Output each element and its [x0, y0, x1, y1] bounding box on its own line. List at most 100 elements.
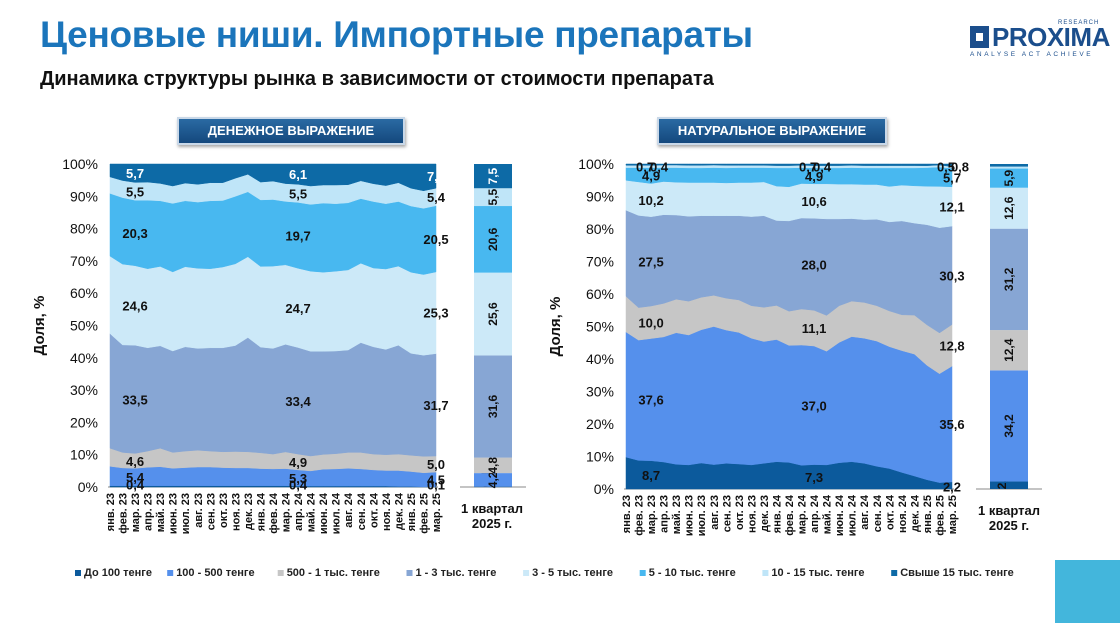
x-tick-label: ноя. 23: [746, 495, 758, 533]
quarter-bar-segment: [474, 457, 512, 474]
data-label: 5,0: [427, 457, 445, 472]
x-tick-label: мар. 23: [646, 495, 658, 534]
unit-terms-button[interactable]: НАТУРАЛЬНОЕ ВЫРАЖЕНИЕ: [657, 117, 887, 145]
x-tick-label: фев. 23: [634, 495, 646, 536]
x-tick-label: июл. 23: [696, 495, 708, 536]
x-tick-label: окт. 23: [218, 493, 230, 528]
y-tick-label: 60%: [70, 285, 98, 301]
data-label: 0,4: [650, 160, 669, 175]
y-tick-label: 10%: [586, 449, 614, 465]
legend-label: 5 - 10 тыс. тенге: [649, 567, 736, 579]
data-label: 8,7: [642, 468, 660, 483]
x-tick-label: дек. 24: [909, 494, 921, 532]
data-label: 0,7: [636, 160, 654, 175]
x-tick-label: окт. 24: [368, 492, 380, 528]
data-label: 33,5: [122, 392, 147, 407]
legend-label: Свыше 15 тыс. тенге: [900, 567, 1014, 579]
y-tick-label: 100%: [62, 156, 98, 172]
quarter-bar-segment: [474, 355, 512, 458]
y-tick-label: 10%: [70, 447, 98, 463]
quarter-bar-segment: [990, 481, 1028, 489]
data-label: 4,9: [805, 169, 823, 184]
legend-swatch: [406, 570, 413, 576]
quarter-category-label: 1 квартал: [978, 503, 1040, 518]
x-tick-label: май. 23: [155, 493, 167, 532]
data-label: 5,4: [427, 190, 446, 205]
data-label: 7,5: [427, 169, 445, 184]
y-tick-label: 0%: [594, 481, 614, 497]
x-tick-label: июл. 23: [180, 493, 192, 534]
data-label: 25,3: [423, 306, 448, 321]
data-label: 30,3: [939, 268, 964, 283]
legend-label: До 100 тенге: [84, 567, 152, 579]
x-tick-label: июл. 24: [331, 492, 343, 534]
y-tick-label: 90%: [70, 188, 98, 204]
quarter-bar-segment: [474, 486, 512, 488]
quarter-bar-segment: [474, 272, 512, 356]
chart-units: 0% 10% 20% 30% 40% 50% 60% 70% 80% 90% 100% Доля, %…: [547, 156, 1042, 536]
x-tick-label: фев. 23: [118, 493, 130, 534]
y-tick-label: 80%: [586, 221, 614, 237]
x-tick-label: июл. 24: [847, 494, 859, 536]
x-tick-label: мар. 25: [431, 493, 443, 532]
legend-label: 500 - 1 тыс. тенге: [287, 567, 380, 579]
x-tick-label: фев. 24: [268, 492, 280, 534]
x-tick-label: дек. 23: [243, 493, 255, 530]
data-label: 10,6: [801, 194, 826, 209]
data-label: 12,1: [939, 199, 964, 214]
data-label: 12,8: [939, 338, 964, 353]
data-label: 33,4: [285, 394, 311, 409]
data-label: 4,9: [289, 455, 307, 470]
data-label: 4,5: [427, 472, 445, 487]
y-tick-label: 50%: [586, 319, 614, 335]
x-tick-label: фев. 24: [784, 494, 796, 536]
x-tick-label: авг. 23: [193, 493, 205, 528]
logo-mark-icon: [970, 26, 989, 48]
x-tick-label: ноя. 24: [897, 494, 909, 533]
legend-label: 1 - 3 тыс. тенге: [416, 567, 497, 579]
logo-research: RESEARCH: [1058, 20, 1100, 26]
quarter-bar-segment: [990, 166, 1028, 169]
data-label: 20,5: [423, 232, 448, 247]
data-label: 20,3: [122, 226, 147, 241]
x-tick-label: мар. 25: [947, 495, 959, 534]
x-tick-label: май. 24: [822, 494, 834, 534]
page-subtitle: Динамика структуры рынка в зависимости о…: [40, 68, 714, 90]
data-label: 28,0: [801, 257, 826, 272]
y-tick-label: 50%: [70, 318, 98, 334]
quarter-category-label: 2025 г.: [472, 516, 512, 531]
x-tick-label: июн. 23: [168, 493, 180, 534]
data-label: 31,7: [423, 398, 448, 413]
y-tick-label: 70%: [586, 254, 614, 270]
legend-swatch: [891, 570, 898, 576]
money-terms-button[interactable]: ДЕНЕЖНОЕ ВЫРАЖЕНИЕ: [177, 117, 405, 145]
x-tick-label: янв. 25: [922, 495, 934, 533]
quarter-data-label: 25,6: [486, 302, 500, 326]
data-label: 4,6: [126, 454, 144, 469]
quarter-bar-segment: [474, 206, 512, 273]
legend-swatch: [75, 570, 81, 576]
y-tick-label: 40%: [70, 350, 98, 366]
decorative-square: [1055, 560, 1120, 623]
legend-swatch: [639, 570, 646, 576]
x-tick-label: сен. 24: [356, 492, 368, 530]
quarter-data-label: 7,5: [486, 167, 500, 184]
y-tick-label: 90%: [586, 189, 614, 205]
quarter-bar-segment: [990, 330, 1028, 371]
x-tick-label: май. 23: [671, 495, 683, 534]
data-label: 5,4: [126, 470, 145, 485]
legend-label: 10 - 15 тыс. тенге: [771, 567, 864, 579]
data-label: 10,0: [638, 315, 663, 330]
chart-money: 0% 10% 20% 30% 40% 50% 60% 70% 80% 90% 100% Доля, %…: [31, 156, 526, 534]
data-label: 0,1: [427, 477, 445, 492]
x-tick-label: дек. 24: [393, 492, 405, 530]
x-tick-label: ноя. 24: [381, 492, 393, 531]
x-tick-label: май. 24: [306, 492, 318, 532]
x-tick-label: окт. 24: [884, 494, 896, 530]
x-tick-label: янв. 23: [105, 493, 117, 531]
x-tick-label: авг. 23: [709, 495, 721, 530]
y-tick-label: 40%: [586, 351, 614, 367]
quarter-data-label: 31,2: [1002, 267, 1016, 291]
x-tick-label: июн. 23: [684, 495, 696, 536]
